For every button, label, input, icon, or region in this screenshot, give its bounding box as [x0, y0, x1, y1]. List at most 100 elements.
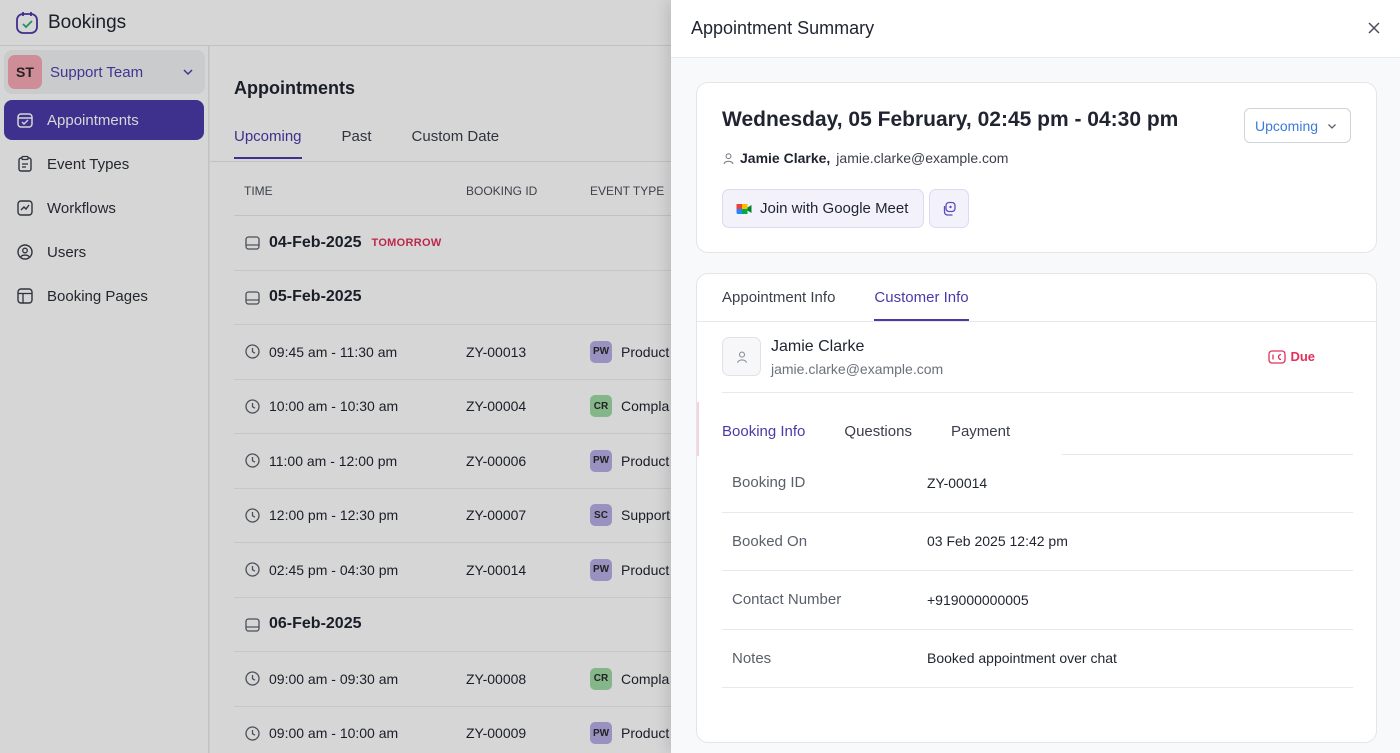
- tab-custom-date[interactable]: Custom Date: [411, 128, 500, 145]
- calendar-icon: [245, 236, 260, 250]
- booking-info-value: 03 Feb 2025 12:42 pm: [927, 533, 1068, 550]
- event-type-cell: PW Product: [590, 340, 670, 363]
- clock-icon: [245, 344, 260, 359]
- event-type-cell: PW Product: [590, 558, 669, 581]
- appointment-datetime: Wednesday, 05 February, 02:45 pm - 04:30…: [722, 108, 1179, 131]
- payment-status-badge: Due: [1268, 349, 1315, 364]
- event-type-badge: CR: [590, 395, 612, 418]
- booking-info-list: Booking ID ZY-00014 Booked On 03 Feb 202…: [722, 454, 1353, 688]
- booking-info-value: ZY-00014: [927, 474, 988, 491]
- event-type-label: Support: [621, 507, 671, 524]
- event-type-label: Product: [621, 343, 670, 360]
- event-type-label: Compla: [621, 398, 670, 415]
- tab-past[interactable]: Past: [341, 128, 372, 145]
- time-label: 09:45 am - 11:30 am: [269, 343, 398, 360]
- table-row[interactable]: 09:00 am - 09:30 am ZY-00008 CR Compla: [234, 652, 1400, 707]
- customer-name: Jamie Clarke: [771, 338, 865, 355]
- event-type-cell: PW Product: [590, 449, 669, 472]
- booking-info-row: Booking ID ZY-00014: [722, 454, 1353, 513]
- join-google-meet-button[interactable]: Join with Google Meet: [722, 189, 924, 228]
- sidebar-nav: Appointments Event Types Workflows Users…: [4, 100, 204, 320]
- drawer-header: Appointment Summary: [671, 0, 1400, 58]
- booking-id-cell: ZY-00008: [466, 670, 527, 687]
- sidebar-item-appointments[interactable]: Appointments: [4, 100, 204, 140]
- team-switcher[interactable]: ST Support Team: [4, 50, 205, 94]
- sidebar-item-label: Event Types: [47, 155, 130, 173]
- event-type-badge: PW: [590, 340, 612, 363]
- divider: [697, 321, 1376, 322]
- appointments-table: 04-Feb-2025 TOMORROW 05-Feb-2025 09:45 am -…: [234, 216, 1400, 753]
- time-cell: 12:00 pm - 12:30 pm: [234, 507, 466, 524]
- column-header-event-type: EVENT TYPE: [590, 183, 665, 198]
- sidebar-item-booking-pages[interactable]: Booking Pages: [4, 276, 204, 316]
- clock-icon: [245, 508, 260, 523]
- team-avatar: ST: [8, 55, 42, 89]
- sidebar: ST Support Team Appointments Event Types…: [0, 46, 209, 753]
- sidebar-item-workflows[interactable]: Workflows: [4, 188, 204, 228]
- time-cell: 02:45 pm - 04:30 pm: [234, 561, 466, 578]
- column-header-time: TIME: [244, 183, 273, 198]
- drawer-body: Wednesday, 05 February, 02:45 pm - 04:30…: [671, 58, 1400, 753]
- google-meet-icon: [736, 203, 752, 214]
- event-type-label: Product: [621, 725, 670, 742]
- info-card: Appointment Info Customer Info Jamie Cla…: [696, 273, 1377, 743]
- booking-id-cell: ZY-00007: [466, 507, 527, 524]
- copy-link-button[interactable]: [929, 189, 969, 228]
- tab-payment[interactable]: Payment: [950, 423, 1011, 440]
- appointment-summary-drawer: Appointment Summary Wednesday, 05 Februa…: [671, 0, 1400, 753]
- layout-icon: [17, 288, 33, 304]
- appointment-card: Wednesday, 05 February, 02:45 pm - 04:30…: [696, 82, 1377, 253]
- sidebar-item-event-types[interactable]: Event Types: [4, 144, 204, 184]
- date-cell: 06-Feb-2025: [234, 615, 362, 633]
- calendar-icon: [245, 618, 260, 632]
- clock-icon: [245, 562, 260, 577]
- date-label: 05-Feb-2025: [269, 288, 362, 306]
- time-label: 02:45 pm - 04:30 pm: [269, 561, 399, 578]
- tab-booking-info[interactable]: Booking Info: [722, 423, 806, 440]
- workflow-icon: [17, 200, 33, 216]
- time-label: 09:00 am - 09:30 am: [269, 670, 399, 687]
- booking-info-row: Booked On 03 Feb 2025 12:42 pm: [722, 513, 1353, 571]
- tab-upcoming[interactable]: Upcoming: [234, 128, 302, 159]
- attendee: Jamie Clarke, jamie.clarke@example.com: [722, 150, 1008, 166]
- appointments-tabs: Upcoming Past Custom Date: [234, 128, 539, 159]
- event-type-cell: CR Compla: [590, 667, 670, 690]
- user-icon: [736, 351, 747, 363]
- event-type-badge: CR: [590, 667, 612, 690]
- calendar-icon: [245, 291, 260, 305]
- user-icon: [723, 152, 734, 164]
- event-type-badge: SC: [590, 504, 612, 527]
- booking-info-row: Contact Number +919000000005: [722, 571, 1353, 630]
- booking-id-cell: ZY-00006: [466, 452, 527, 469]
- chevron-down-icon: [183, 69, 193, 76]
- divider: [697, 402, 699, 456]
- attendee-email: jamie.clarke@example.com: [836, 150, 1009, 166]
- booking-sub-tabs: Booking Info Questions Payment: [722, 412, 1049, 454]
- event-type-label: Compla: [621, 670, 670, 687]
- user-circle-icon: [17, 244, 33, 260]
- time-label: 09:00 am - 10:00 am: [269, 725, 399, 742]
- customer-summary: Jamie Clarke jamie.clarke@example.com Du…: [722, 337, 1353, 393]
- info-tabs: Appointment Info Customer Info: [722, 274, 1008, 321]
- copy-icon: [943, 201, 956, 216]
- time-cell: 09:00 am - 10:00 am: [234, 725, 466, 742]
- tab-appointment-info[interactable]: Appointment Info: [722, 289, 836, 306]
- status-dropdown[interactable]: Upcoming: [1244, 108, 1351, 143]
- date-cell: 04-Feb-2025 TOMORROW: [234, 234, 442, 252]
- time-cell: 09:00 am - 09:30 am: [234, 670, 466, 687]
- date-label: 06-Feb-2025: [269, 615, 362, 633]
- table-row[interactable]: 09:00 am - 10:00 am ZY-00009 PW Product: [234, 707, 1400, 753]
- brand-name: Bookings: [48, 11, 127, 33]
- attendee-name: Jamie Clarke,: [740, 150, 831, 166]
- close-icon[interactable]: [1366, 20, 1382, 36]
- booking-info-key: Booking ID: [732, 474, 806, 492]
- tab-questions[interactable]: Questions: [844, 423, 912, 440]
- booking-info-key: Contact Number: [732, 591, 842, 609]
- booking-id-cell: ZY-00009: [466, 725, 527, 742]
- sidebar-item-users[interactable]: Users: [4, 232, 204, 272]
- sidebar-item-label: Booking Pages: [47, 287, 148, 305]
- clipboard-icon: [18, 155, 32, 172]
- payment-status-label: Due: [1290, 349, 1315, 364]
- tab-customer-info[interactable]: Customer Info: [874, 274, 969, 321]
- column-header-booking-id: BOOKING ID: [466, 183, 538, 198]
